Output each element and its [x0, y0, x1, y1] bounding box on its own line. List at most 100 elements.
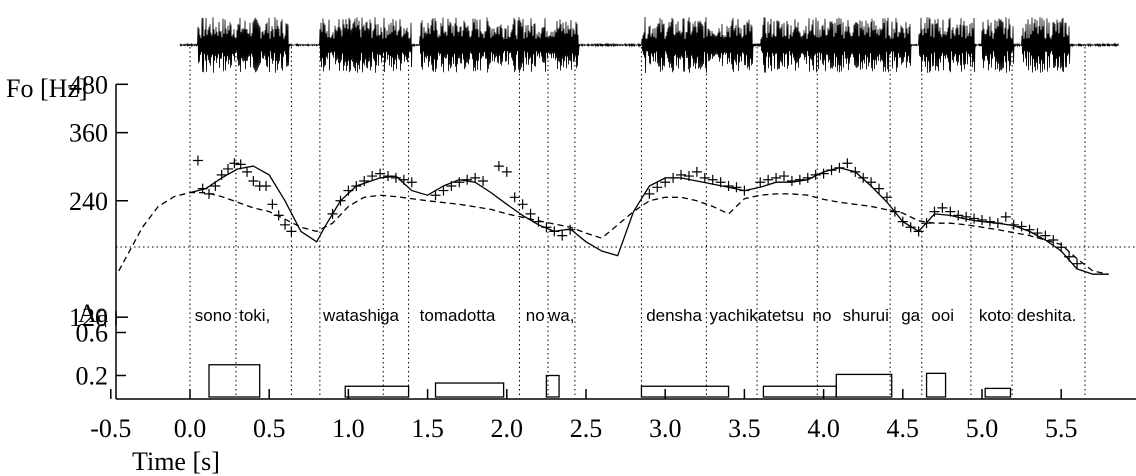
- time-tick-label: 2.5: [570, 414, 603, 443]
- f0-point: [652, 182, 663, 193]
- f0-point: [565, 224, 576, 235]
- speech-waveform: [179, 16, 1119, 74]
- f0-point: [470, 172, 481, 183]
- f0-point: [668, 172, 679, 183]
- f0-point: [826, 165, 837, 176]
- f0-point: [1072, 258, 1083, 269]
- f0-point: [818, 168, 829, 179]
- f0-point: [676, 169, 687, 180]
- time-tick-label: 3.0: [649, 414, 682, 443]
- f0-point: [889, 206, 900, 217]
- f0-point: [691, 166, 702, 177]
- accent-command: [344, 385, 410, 398]
- f0-point: [533, 216, 544, 227]
- f0-point: [478, 175, 489, 186]
- f0-point: [699, 172, 710, 183]
- f0-point: [223, 163, 234, 174]
- word-label: ooi: [931, 306, 954, 325]
- f0-point: [261, 181, 272, 192]
- f0-point: [755, 177, 766, 188]
- f0-point: [850, 166, 861, 177]
- accent-command: [434, 382, 505, 398]
- f0-point: [541, 222, 552, 233]
- f0-point: [1024, 224, 1035, 235]
- word-label: toki,: [239, 306, 270, 325]
- f0-point: [235, 159, 246, 170]
- f0-point: [771, 172, 782, 183]
- word-label: no: [526, 306, 545, 325]
- f0-point: [549, 226, 560, 237]
- f0-point: [1000, 211, 1011, 222]
- time-axis-label: Time [s]: [132, 447, 220, 476]
- f0-point: [343, 185, 354, 196]
- f0-point: [327, 208, 338, 219]
- f0-point: [1032, 228, 1043, 239]
- f0-point: [937, 202, 948, 213]
- accent-command: [984, 387, 1012, 398]
- word-label: sono: [195, 306, 232, 325]
- segment-boundaries: [189, 47, 1086, 398]
- accent-command: [640, 385, 730, 398]
- word-label: tomadotta: [420, 306, 496, 325]
- word-label: deshita.: [1017, 306, 1077, 325]
- f0-point: [216, 169, 227, 180]
- word-label: no: [813, 306, 832, 325]
- f0-tick-label: 120: [69, 303, 108, 332]
- f0-tick-label: 480: [69, 70, 108, 99]
- f0-point: [715, 177, 726, 188]
- f0-point: [897, 216, 908, 227]
- f0-point: [858, 172, 869, 183]
- f0-point: [1048, 235, 1059, 245]
- time-tick-label: 4.0: [807, 414, 840, 443]
- f0-point: [984, 216, 995, 227]
- f0-axis: 480 360 240 120: [69, 70, 128, 332]
- f0-point: [794, 174, 805, 185]
- f0-point: [866, 177, 877, 188]
- time-tick-label: 4.5: [887, 414, 920, 443]
- f0-point: [1008, 219, 1019, 230]
- f0-point: [842, 158, 853, 169]
- f0-point: [929, 206, 940, 217]
- time-tick-label: -0.5: [90, 414, 131, 443]
- f0-contours: [118, 165, 1109, 275]
- f0-tick-label: 240: [69, 187, 108, 216]
- f0-point: [723, 181, 734, 192]
- f0-point: [1016, 221, 1027, 232]
- word-label: shurui: [843, 306, 889, 325]
- phrase-component-contour: [118, 191, 1109, 275]
- f0-point: [739, 185, 750, 196]
- f0-point: [454, 177, 465, 188]
- f0-point: [273, 210, 284, 221]
- accent-tick-label: 0.2: [76, 362, 109, 391]
- f0-point: [406, 177, 417, 188]
- f0-point: [501, 166, 512, 177]
- f0-point: [197, 183, 208, 194]
- f0-point: [786, 175, 797, 186]
- f0-axis-label: Fo [Hz]: [6, 74, 88, 103]
- f0-point: [229, 158, 240, 169]
- f0-point: [462, 174, 473, 185]
- f0-tick-label: 360: [69, 119, 108, 148]
- f0-point: [992, 218, 1003, 229]
- time-tick-label: 1.0: [332, 414, 365, 443]
- f0-point: [707, 174, 718, 185]
- f0-point: [1056, 242, 1067, 253]
- accent-command: [545, 374, 560, 398]
- f0-point: [874, 183, 885, 194]
- accent-command: [835, 373, 893, 398]
- word-label: ga: [901, 306, 920, 325]
- f0-point: [383, 171, 393, 182]
- f0-point: [779, 171, 789, 182]
- f0-point: [557, 230, 568, 241]
- f0-point: [267, 199, 278, 210]
- accent-commands: [208, 364, 1012, 398]
- f0-point: [204, 188, 215, 199]
- accent-command: [925, 372, 947, 398]
- f0-point: [731, 182, 742, 193]
- word-label: watashi: [322, 306, 381, 325]
- f0-point: [921, 218, 932, 229]
- f0-point: [660, 177, 671, 188]
- time-tick-label: 5.5: [1045, 414, 1078, 443]
- word-label: wa,: [547, 306, 574, 325]
- accent-axis: 0.60.2: [76, 311, 126, 399]
